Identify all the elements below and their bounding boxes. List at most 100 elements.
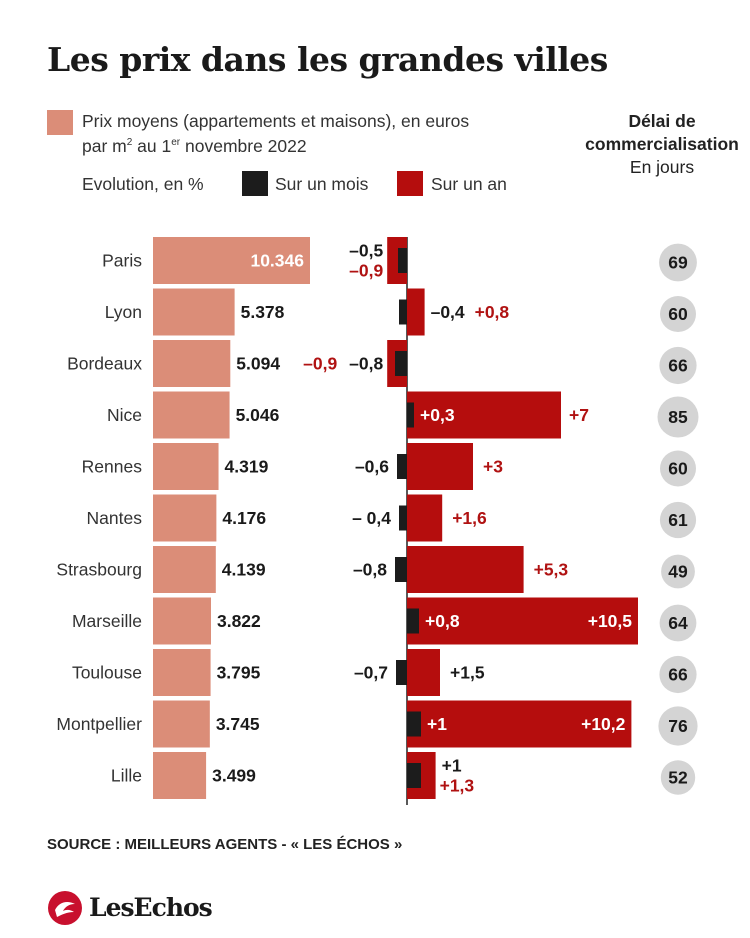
month-bar-montpellier xyxy=(407,711,421,737)
price-bar-toulouse xyxy=(153,649,211,696)
year-label-paris: –0,9 xyxy=(349,261,383,281)
year-bar-strasbourg xyxy=(407,546,524,593)
month-label-rennes: –0,6 xyxy=(355,457,389,477)
price-legend-swatch xyxy=(47,110,73,135)
price-label-nice: 5.046 xyxy=(236,405,280,425)
month-bar-paris xyxy=(398,248,407,273)
delai-label-lille: 52 xyxy=(668,768,688,788)
price-bar-lille xyxy=(153,752,207,799)
delai-circle-montpellier xyxy=(658,706,698,746)
delai-header: Délai de commercialisation En jours xyxy=(572,110,750,179)
price-label-lille: 3.499 xyxy=(212,766,256,786)
delai-label-paris: 69 xyxy=(668,253,688,273)
year-bar-rennes xyxy=(407,443,473,490)
delai-label-strasbourg: 49 xyxy=(668,562,688,582)
month-label-marseille: +0,8 xyxy=(425,611,460,631)
delai-title-line1: Délai de xyxy=(628,111,696,131)
price-label-bordeaux: 5.094 xyxy=(236,354,280,374)
city-label-bordeaux: Bordeaux xyxy=(67,354,142,374)
delai-circle-strasbourg xyxy=(661,554,695,589)
delai-subtitle: En jours xyxy=(629,157,695,177)
city-label-montpellier: Montpellier xyxy=(56,714,142,734)
les-echos-emblem-icon xyxy=(48,891,82,925)
delai-circle-lyon xyxy=(660,296,696,332)
city-label-paris: Paris xyxy=(102,251,142,271)
price-legend-line2: par m2 au 1er novembre 2022 xyxy=(82,135,307,156)
month-label-paris: –0,5 xyxy=(349,241,383,261)
year-bar-marseille xyxy=(407,597,638,645)
delai-circle-rennes xyxy=(660,450,696,487)
month-label-bordeaux: –0,8 xyxy=(349,354,383,374)
price-bar-nice xyxy=(153,391,230,439)
month-label-montpellier: +1 xyxy=(427,714,447,734)
month-label-nantes: – 0,4 xyxy=(352,508,391,528)
price-legend-text: Prix moyens (appartements et maisons), e… xyxy=(82,110,469,157)
price-bar-paris xyxy=(153,237,310,284)
month-bar-rennes xyxy=(397,454,407,479)
month-label-strasbourg: –0,8 xyxy=(353,560,387,580)
month-bar-bordeaux xyxy=(395,351,407,376)
delai-circle-marseille xyxy=(659,604,697,642)
year-legend-text: Sur un an xyxy=(431,174,507,194)
page-title: Les prix dans les grandes villes xyxy=(47,40,608,79)
delai-circle-toulouse xyxy=(659,655,697,694)
price-bar-bordeaux xyxy=(153,340,231,387)
city-label-nice: Nice xyxy=(107,405,142,425)
year-legend-swatch xyxy=(397,171,423,196)
year-bar-toulouse xyxy=(407,649,440,696)
year-label-rennes: +3 xyxy=(483,457,503,477)
city-label-marseille: Marseille xyxy=(72,611,142,631)
delai-circle-bordeaux xyxy=(659,346,697,385)
price-bar-montpellier xyxy=(153,700,210,748)
month-bar-lille xyxy=(407,763,421,788)
year-label-nantes: +1,6 xyxy=(452,508,487,528)
price-bar-nantes xyxy=(153,494,217,542)
month-bar-toulouse xyxy=(396,660,407,685)
price-label-marseille: 3.822 xyxy=(217,611,261,631)
year-bar-lyon xyxy=(407,288,425,336)
month-bar-marseille xyxy=(407,608,419,634)
price-bar-rennes xyxy=(153,443,219,490)
month-legend-text: Sur un mois xyxy=(275,174,369,194)
price-label-strasbourg: 4.139 xyxy=(222,560,266,580)
delai-title-line2: commercialisation xyxy=(585,134,739,154)
year-label-lyon: +0,8 xyxy=(475,302,510,322)
month-bar-strasbourg xyxy=(395,557,407,582)
delai-circle-paris xyxy=(659,243,697,282)
delai-label-toulouse: 66 xyxy=(668,665,688,685)
year-label-montpellier: +10,2 xyxy=(581,714,626,734)
delai-circle-lille xyxy=(660,760,696,795)
price-label-lyon: 5.378 xyxy=(241,302,285,322)
city-label-strasbourg: Strasbourg xyxy=(56,560,142,580)
price-legend-line1: Prix moyens (appartements et maisons), e… xyxy=(82,111,470,131)
delai-label-nantes: 61 xyxy=(668,510,688,530)
year-bar-nantes xyxy=(407,494,443,542)
year-label-marseille: +10,5 xyxy=(588,611,633,631)
month-label-toulouse: –0,7 xyxy=(354,663,388,683)
month-label-lyon: –0,4 xyxy=(431,302,465,322)
price-label-rennes: 4.319 xyxy=(225,457,269,477)
les-echos-logo: LesEchos xyxy=(47,890,213,926)
delai-label-montpellier: 76 xyxy=(668,716,688,736)
price-label-montpellier: 3.745 xyxy=(216,714,260,734)
price-label-paris: 10.346 xyxy=(250,251,304,271)
month-label-nice: +0,3 xyxy=(420,405,455,425)
month-legend-swatch xyxy=(242,171,268,196)
delai-circle-nantes xyxy=(659,501,697,539)
year-bar-nice xyxy=(407,391,561,439)
delai-label-rennes: 60 xyxy=(668,459,688,479)
month-bar-nice xyxy=(407,402,414,428)
month-label-lille: +1 xyxy=(442,756,462,776)
city-label-lyon: Lyon xyxy=(105,302,142,322)
delai-label-marseille: 64 xyxy=(668,613,688,633)
price-bar-marseille xyxy=(153,597,211,645)
evolution-label: Evolution, en % xyxy=(82,174,204,194)
year-label-lille: +1,3 xyxy=(440,776,475,796)
source-note: SOURCE : MEILLEURS AGENTS - « LES ÉCHOS … xyxy=(47,836,403,853)
city-label-rennes: Rennes xyxy=(82,457,143,477)
delai-label-lyon: 60 xyxy=(668,304,688,324)
price-bar-lyon xyxy=(153,288,235,336)
city-label-lille: Lille xyxy=(111,766,142,786)
city-label-toulouse: Toulouse xyxy=(72,663,142,683)
delai-label-bordeaux: 66 xyxy=(668,356,688,376)
